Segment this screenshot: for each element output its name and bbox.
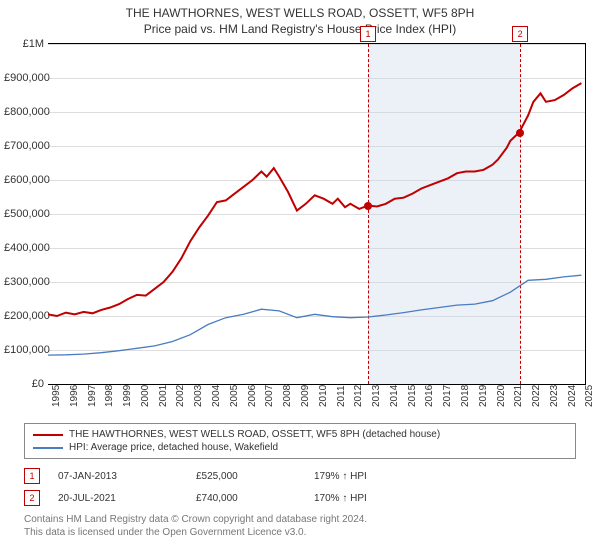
purchase-date-1: 07-JAN-2013 [58, 471, 178, 482]
series-line-price_paid [48, 83, 581, 316]
x-axis-label: 2011 [336, 386, 347, 408]
legend-box: THE HAWTHORNES, WEST WELLS ROAD, OSSETT,… [24, 423, 576, 459]
legend-item-hpi: HPI: Average price, detached house, Wake… [33, 441, 567, 454]
x-axis-label: 2004 [211, 385, 222, 407]
purchase-price-2: £740,000 [196, 493, 296, 504]
x-axis-label: 2023 [549, 385, 560, 407]
legend-swatch-1 [33, 434, 63, 436]
chart-marker-box: 2 [512, 26, 528, 42]
y-axis-label: £700,000 [4, 140, 44, 152]
data-point [364, 202, 372, 210]
x-axis-label: 1999 [122, 385, 133, 407]
purchase-date-2: 20-JUL-2021 [58, 493, 178, 504]
x-axis-label: 2010 [318, 385, 329, 407]
title-line1: THE HAWTHORNES, WEST WELLS ROAD, OSSETT,… [0, 6, 600, 22]
legend-label-1: THE HAWTHORNES, WEST WELLS ROAD, OSSETT,… [69, 429, 440, 440]
x-axis-label: 2003 [193, 385, 204, 407]
data-point [516, 129, 524, 137]
x-axis-label: 1997 [87, 385, 98, 407]
y-axis-label: £100,000 [4, 344, 44, 356]
x-axis-label: 2013 [371, 385, 382, 407]
purchase-price-1: £525,000 [196, 471, 296, 482]
x-axis-label: 1995 [51, 385, 62, 407]
legend-swatch-2 [33, 447, 63, 449]
purchase-row-2: 2 20-JUL-2021 £740,000 170% ↑ HPI [24, 487, 576, 509]
y-axis-label: £200,000 [4, 310, 44, 322]
chart-plot-area: £0£100,000£200,000£300,000£400,000£500,0… [48, 43, 586, 385]
y-axis-label: £0 [4, 378, 44, 390]
legend-label-2: HPI: Average price, detached house, Wake… [69, 442, 278, 453]
x-axis-label: 2008 [282, 385, 293, 407]
title-line2: Price paid vs. HM Land Registry's House … [0, 22, 600, 38]
x-axis-label: 2021 [513, 385, 524, 407]
x-axis-label: 2001 [158, 385, 169, 407]
x-axis-label: 2015 [407, 385, 418, 407]
x-axis-label: 2009 [300, 385, 311, 407]
y-axis-label: £400,000 [4, 242, 44, 254]
x-axis-label: 2016 [424, 385, 435, 407]
x-axis-label: 2025 [584, 385, 595, 407]
footer-attribution: Contains HM Land Registry data © Crown c… [24, 513, 576, 539]
purchase-marker-2: 2 [24, 490, 40, 506]
x-axis-label: 2012 [353, 385, 364, 407]
x-axis-label: 2020 [496, 385, 507, 407]
purchase-row-1: 1 07-JAN-2013 £525,000 179% ↑ HPI [24, 465, 576, 487]
purchase-table: 1 07-JAN-2013 £525,000 179% ↑ HPI 2 20-J… [24, 465, 576, 509]
purchase-pct-1: 179% ↑ HPI [314, 471, 434, 482]
x-axis-label: 2007 [264, 385, 275, 407]
chart-marker-box: 1 [360, 26, 376, 42]
x-axis-label: 2019 [478, 385, 489, 407]
x-axis-label: 2000 [140, 385, 151, 407]
y-axis-label: £500,000 [4, 208, 44, 220]
legend-item-price-paid: THE HAWTHORNES, WEST WELLS ROAD, OSSETT,… [33, 428, 567, 441]
footer-line1: Contains HM Land Registry data © Crown c… [24, 513, 576, 526]
footer-line2: This data is licensed under the Open Gov… [24, 526, 576, 539]
purchase-marker-1: 1 [24, 468, 40, 484]
x-axis-label: 2017 [442, 385, 453, 407]
x-axis-label: 2005 [229, 385, 240, 407]
y-axis-label: £600,000 [4, 174, 44, 186]
x-axis-label: 2014 [389, 385, 400, 407]
chart-title: THE HAWTHORNES, WEST WELLS ROAD, OSSETT,… [0, 0, 600, 37]
purchase-pct-2: 170% ↑ HPI [314, 493, 434, 504]
x-axis-label: 2006 [247, 385, 258, 407]
x-axis-label: 2024 [567, 385, 578, 407]
x-axis-label: 1998 [104, 385, 115, 407]
y-axis-label: £900,000 [4, 72, 44, 84]
y-axis-label: £1M [4, 38, 44, 50]
y-axis-label: £800,000 [4, 106, 44, 118]
x-axis-label: 1996 [69, 385, 80, 407]
x-axis-label: 2022 [531, 385, 542, 407]
y-axis-label: £300,000 [4, 276, 44, 288]
chart-lines-svg [48, 44, 585, 384]
x-axis-label: 2002 [175, 385, 186, 407]
series-line-hpi [48, 275, 581, 355]
x-axis-label: 2018 [460, 385, 471, 407]
